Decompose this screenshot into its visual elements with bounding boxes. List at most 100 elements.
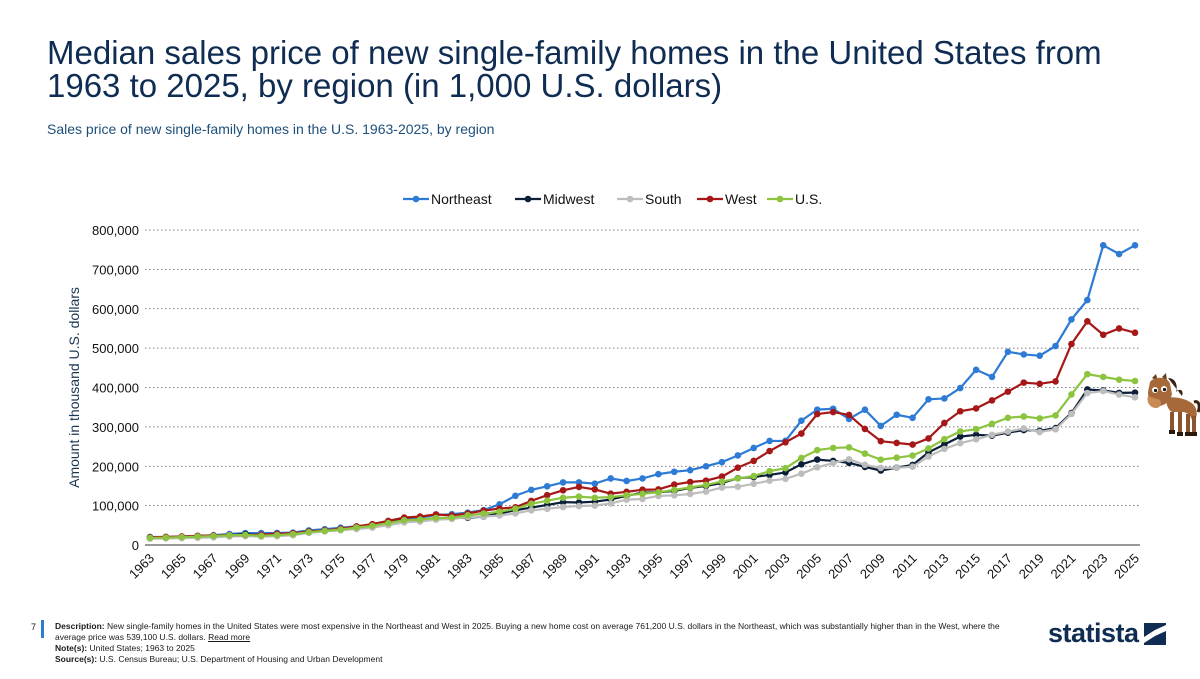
data-point[interactable] xyxy=(956,428,964,435)
data-point[interactable] xyxy=(686,484,694,491)
data-point[interactable] xyxy=(893,454,900,461)
data-point[interactable] xyxy=(273,531,281,539)
data-point[interactable] xyxy=(1068,410,1075,418)
data-point[interactable] xyxy=(639,490,646,498)
data-point[interactable] xyxy=(1131,389,1139,396)
data-point[interactable] xyxy=(1084,318,1091,325)
data-point[interactable] xyxy=(1131,241,1139,249)
legend-item[interactable]: West xyxy=(697,191,757,207)
data-point[interactable] xyxy=(1131,377,1139,385)
data-point[interactable] xyxy=(941,435,948,443)
data-point[interactable] xyxy=(512,510,519,517)
data-point[interactable] xyxy=(543,491,551,499)
data-point[interactable] xyxy=(813,410,821,418)
data-point[interactable] xyxy=(670,468,678,476)
data-point[interactable] xyxy=(1115,376,1123,383)
data-point[interactable] xyxy=(448,514,456,522)
data-point[interactable] xyxy=(766,437,773,445)
data-point[interactable] xyxy=(956,433,964,440)
data-point[interactable] xyxy=(1131,394,1139,401)
data-point[interactable] xyxy=(686,466,694,474)
data-point[interactable] xyxy=(861,425,869,433)
data-point[interactable] xyxy=(909,441,916,448)
data-point[interactable] xyxy=(321,527,329,535)
data-point[interactable] xyxy=(782,438,789,446)
data-point[interactable] xyxy=(766,477,773,484)
data-point[interactable] xyxy=(146,534,154,542)
data-point[interactable] xyxy=(1052,342,1059,350)
data-point[interactable] xyxy=(686,490,694,498)
data-point[interactable] xyxy=(798,430,805,437)
data-point[interactable] xyxy=(702,481,710,489)
data-point[interactable] xyxy=(941,445,948,453)
data-point[interactable] xyxy=(893,439,900,447)
data-point[interactable] xyxy=(845,411,853,419)
data-point[interactable] xyxy=(702,488,710,495)
data-point[interactable] xyxy=(1068,316,1075,323)
data-point[interactable] xyxy=(813,456,821,463)
data-point[interactable] xyxy=(750,457,758,465)
data-point[interactable] xyxy=(925,396,932,403)
data-point[interactable] xyxy=(988,397,996,404)
data-point[interactable] xyxy=(734,475,742,482)
data-point[interactable] xyxy=(527,507,535,514)
data-point[interactable] xyxy=(798,470,805,477)
data-point[interactable] xyxy=(813,446,821,454)
data-point[interactable] xyxy=(480,510,487,517)
data-point[interactable] xyxy=(194,533,201,540)
data-point[interactable] xyxy=(591,480,599,487)
statista-logo[interactable]: statista xyxy=(1048,618,1166,649)
data-point[interactable] xyxy=(829,408,837,416)
data-point[interactable] xyxy=(1115,391,1123,398)
data-point[interactable] xyxy=(543,483,551,490)
data-point[interactable] xyxy=(893,411,900,419)
data-point[interactable] xyxy=(861,406,869,414)
data-point[interactable] xyxy=(432,514,440,522)
data-point[interactable] xyxy=(670,486,678,494)
data-point[interactable] xyxy=(242,531,249,539)
data-point[interactable] xyxy=(1099,241,1107,249)
data-point[interactable] xyxy=(670,492,678,499)
data-point[interactable] xyxy=(527,500,535,508)
data-point[interactable] xyxy=(226,531,233,539)
data-point[interactable] xyxy=(575,479,583,486)
data-point[interactable] xyxy=(337,526,344,533)
data-point[interactable] xyxy=(718,458,726,466)
data-point[interactable] xyxy=(988,431,996,439)
data-point[interactable] xyxy=(750,480,758,488)
data-point[interactable] xyxy=(766,467,773,475)
data-point[interactable] xyxy=(798,417,805,424)
data-point[interactable] xyxy=(543,497,551,505)
data-point[interactable] xyxy=(559,486,567,494)
data-point[interactable] xyxy=(543,505,551,513)
data-point[interactable] xyxy=(909,452,916,459)
data-point[interactable] xyxy=(385,519,392,527)
data-point[interactable] xyxy=(623,491,630,499)
data-point[interactable] xyxy=(623,477,630,485)
data-point[interactable] xyxy=(702,462,710,470)
data-point[interactable] xyxy=(575,483,583,491)
data-point[interactable] xyxy=(861,450,869,457)
data-point[interactable] xyxy=(972,425,980,433)
data-point[interactable] xyxy=(512,492,519,500)
data-point[interactable] xyxy=(655,470,662,478)
data-point[interactable] xyxy=(813,464,821,471)
data-point[interactable] xyxy=(1068,391,1075,398)
data-point[interactable] xyxy=(1036,415,1043,422)
data-point[interactable] xyxy=(877,456,885,463)
data-point[interactable] xyxy=(734,483,742,491)
data-point[interactable] xyxy=(639,475,646,482)
data-point[interactable] xyxy=(909,463,916,471)
data-point[interactable] xyxy=(686,478,694,486)
data-point[interactable] xyxy=(877,422,885,430)
data-point[interactable] xyxy=(782,475,789,483)
data-point[interactable] xyxy=(877,437,885,445)
data-point[interactable] xyxy=(1004,428,1012,435)
data-point[interactable] xyxy=(1084,389,1091,397)
data-point[interactable] xyxy=(575,502,583,510)
data-point[interactable] xyxy=(893,464,900,472)
data-point[interactable] xyxy=(1084,296,1091,304)
data-point[interactable] xyxy=(925,445,932,452)
data-point[interactable] xyxy=(845,444,853,451)
data-point[interactable] xyxy=(559,503,567,511)
